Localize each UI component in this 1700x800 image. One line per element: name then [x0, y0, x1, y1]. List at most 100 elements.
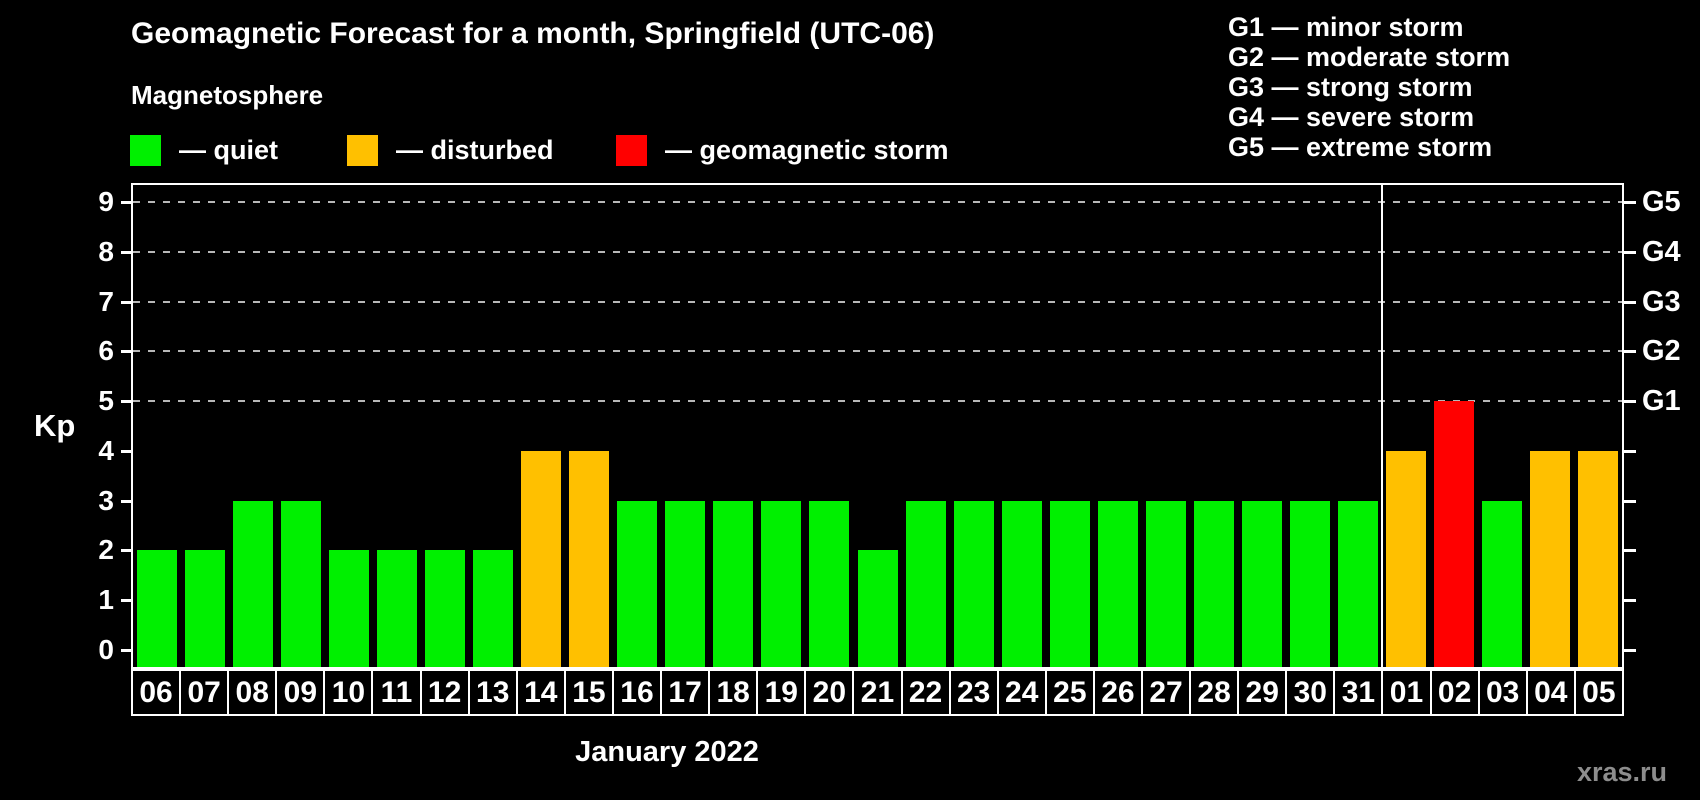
kp-bar-day-30 — [1289, 500, 1330, 667]
legend-item-label: — geomagnetic storm — [665, 134, 949, 165]
kp-bar-day-19 — [761, 500, 802, 667]
day-cell-01: 01 — [1381, 671, 1429, 714]
day-cell-08: 08 — [227, 671, 275, 714]
day-cell-23: 23 — [948, 671, 997, 714]
day-cell-24: 24 — [996, 671, 1045, 714]
y-axis-tick-label: 3 — [98, 484, 114, 516]
legend-item-quiet: — quiet — [130, 134, 278, 166]
right-axis-tick — [1624, 250, 1636, 254]
right-axis-tick — [1624, 649, 1636, 652]
watermark: xras.ru — [1576, 757, 1667, 787]
y-axis-tick-label: 0 — [98, 634, 114, 665]
day-cell-26: 26 — [1092, 671, 1141, 714]
day-cell-04: 04 — [1525, 671, 1574, 714]
kp-bar-day-10 — [329, 550, 370, 667]
day-cell-11: 11 — [371, 671, 419, 714]
g-scale-legend: G1 — minor storm G2 — moderate storm G3 … — [1228, 12, 1510, 162]
y-axis-tick — [121, 250, 131, 254]
kp-bar-day-05 — [1577, 450, 1618, 667]
y-axis-tick-label: 9 — [98, 185, 114, 217]
disturbed-color-swatch — [347, 134, 378, 166]
day-cell-03: 03 — [1477, 671, 1526, 714]
y-axis-tick-label: 8 — [98, 235, 114, 267]
y-axis-tick-label: 4 — [98, 434, 114, 466]
kp-bar-day-11 — [377, 550, 418, 667]
g4-legend-line: G4 — severe storm — [1228, 102, 1475, 132]
g-level-label-G2: G2 — [1642, 335, 1681, 368]
kp-bar-day-13 — [473, 550, 514, 667]
kp-bar-day-31 — [1337, 500, 1378, 667]
day-cell-17: 17 — [660, 671, 708, 714]
kp-bar-day-23 — [953, 500, 994, 667]
kp-bar-day-12 — [425, 550, 466, 667]
kp-bar-day-28 — [1193, 500, 1234, 667]
y-axis-tick — [121, 300, 131, 304]
g-level-label-G4: G4 — [1642, 235, 1681, 268]
day-cell-22: 22 — [900, 671, 949, 714]
day-cell-15: 15 — [563, 671, 612, 714]
day-cell-14: 14 — [515, 671, 564, 714]
day-cell-10: 10 — [323, 671, 371, 714]
day-cell-25: 25 — [1044, 671, 1093, 714]
y-axis-tick-label: 2 — [98, 534, 114, 566]
kp-bar-day-14 — [521, 450, 562, 667]
legend-item-storm: — geomagnetic storm — [616, 134, 949, 166]
y-axis-tick — [121, 599, 131, 603]
day-cell-12: 12 — [419, 671, 468, 714]
right-axis-tick — [1624, 449, 1636, 453]
gridline-kp-7 — [133, 300, 1622, 303]
right-axis-tick — [1624, 549, 1636, 553]
kp-bar-day-08 — [233, 500, 274, 667]
day-cell-09: 09 — [275, 671, 323, 714]
right-axis-tick — [1624, 200, 1636, 204]
gridline-kp-8 — [133, 250, 1622, 253]
kp-bar-day-16 — [617, 500, 658, 667]
g-level-label-G3: G3 — [1642, 285, 1681, 318]
right-axis-tick — [1624, 300, 1636, 304]
day-cell-13: 13 — [467, 671, 516, 714]
legend-item-disturbed: — disturbed — [347, 134, 554, 166]
y-axis-tick — [121, 449, 131, 453]
plot-area — [131, 183, 1624, 669]
kp-bar-day-02 — [1433, 401, 1474, 667]
g3-legend-line: G3 — strong storm — [1228, 72, 1473, 102]
kp-bar-day-27 — [1145, 500, 1186, 667]
y-axis-tick — [121, 200, 131, 204]
y-axis-tick-label: 6 — [98, 335, 114, 367]
x-axis-title: January 2022 — [575, 736, 759, 768]
kp-bar-day-06 — [137, 550, 178, 667]
kp-bar-day-15 — [569, 450, 610, 667]
storm-color-swatch — [616, 134, 647, 166]
right-axis-tick — [1624, 499, 1636, 503]
day-cell-05: 05 — [1573, 671, 1622, 714]
gridline-kp-6 — [133, 350, 1622, 353]
x-axis-day-labels: 06 07 08 09 10 11 12 13 14 15 16 17 18 19 20 21 22 23 24 25… — [131, 669, 1624, 716]
y-axis-title: Kp — [34, 408, 76, 443]
day-cell-07: 07 — [179, 671, 227, 714]
g5-legend-line: G5 — extreme storm — [1228, 132, 1493, 162]
day-cell-06: 06 — [139, 676, 173, 709]
kp-bar-day-18 — [713, 500, 754, 667]
day-cell-27: 27 — [1140, 671, 1189, 714]
kp-bar-day-01 — [1385, 450, 1426, 667]
day-cell-31: 31 — [1333, 671, 1381, 714]
kp-bar-day-03 — [1481, 500, 1522, 667]
g2-legend-line: G2 — moderate storm — [1228, 42, 1511, 72]
y-axis-tick — [121, 350, 131, 354]
gridline-kp-9 — [133, 200, 1622, 203]
day-cell-30: 30 — [1285, 671, 1333, 714]
kp-bar-day-17 — [665, 500, 706, 667]
gridline-kp-5 — [133, 400, 1622, 403]
kp-bar-day-24 — [1001, 500, 1042, 667]
legend-item-label: — disturbed — [396, 134, 554, 165]
magnetosphere-label: Magnetosphere — [131, 80, 324, 110]
kp-bar-day-09 — [281, 500, 322, 667]
kp-bar-day-07 — [185, 550, 226, 667]
g1-legend-line: G1 — minor storm — [1228, 12, 1464, 42]
y-axis-tick — [121, 499, 131, 503]
g-level-label-G1: G1 — [1642, 385, 1681, 418]
y-axis-tick — [121, 649, 131, 652]
day-cell-18: 18 — [708, 671, 756, 714]
kp-bar-day-22 — [905, 500, 946, 667]
right-axis-tick — [1624, 599, 1636, 603]
